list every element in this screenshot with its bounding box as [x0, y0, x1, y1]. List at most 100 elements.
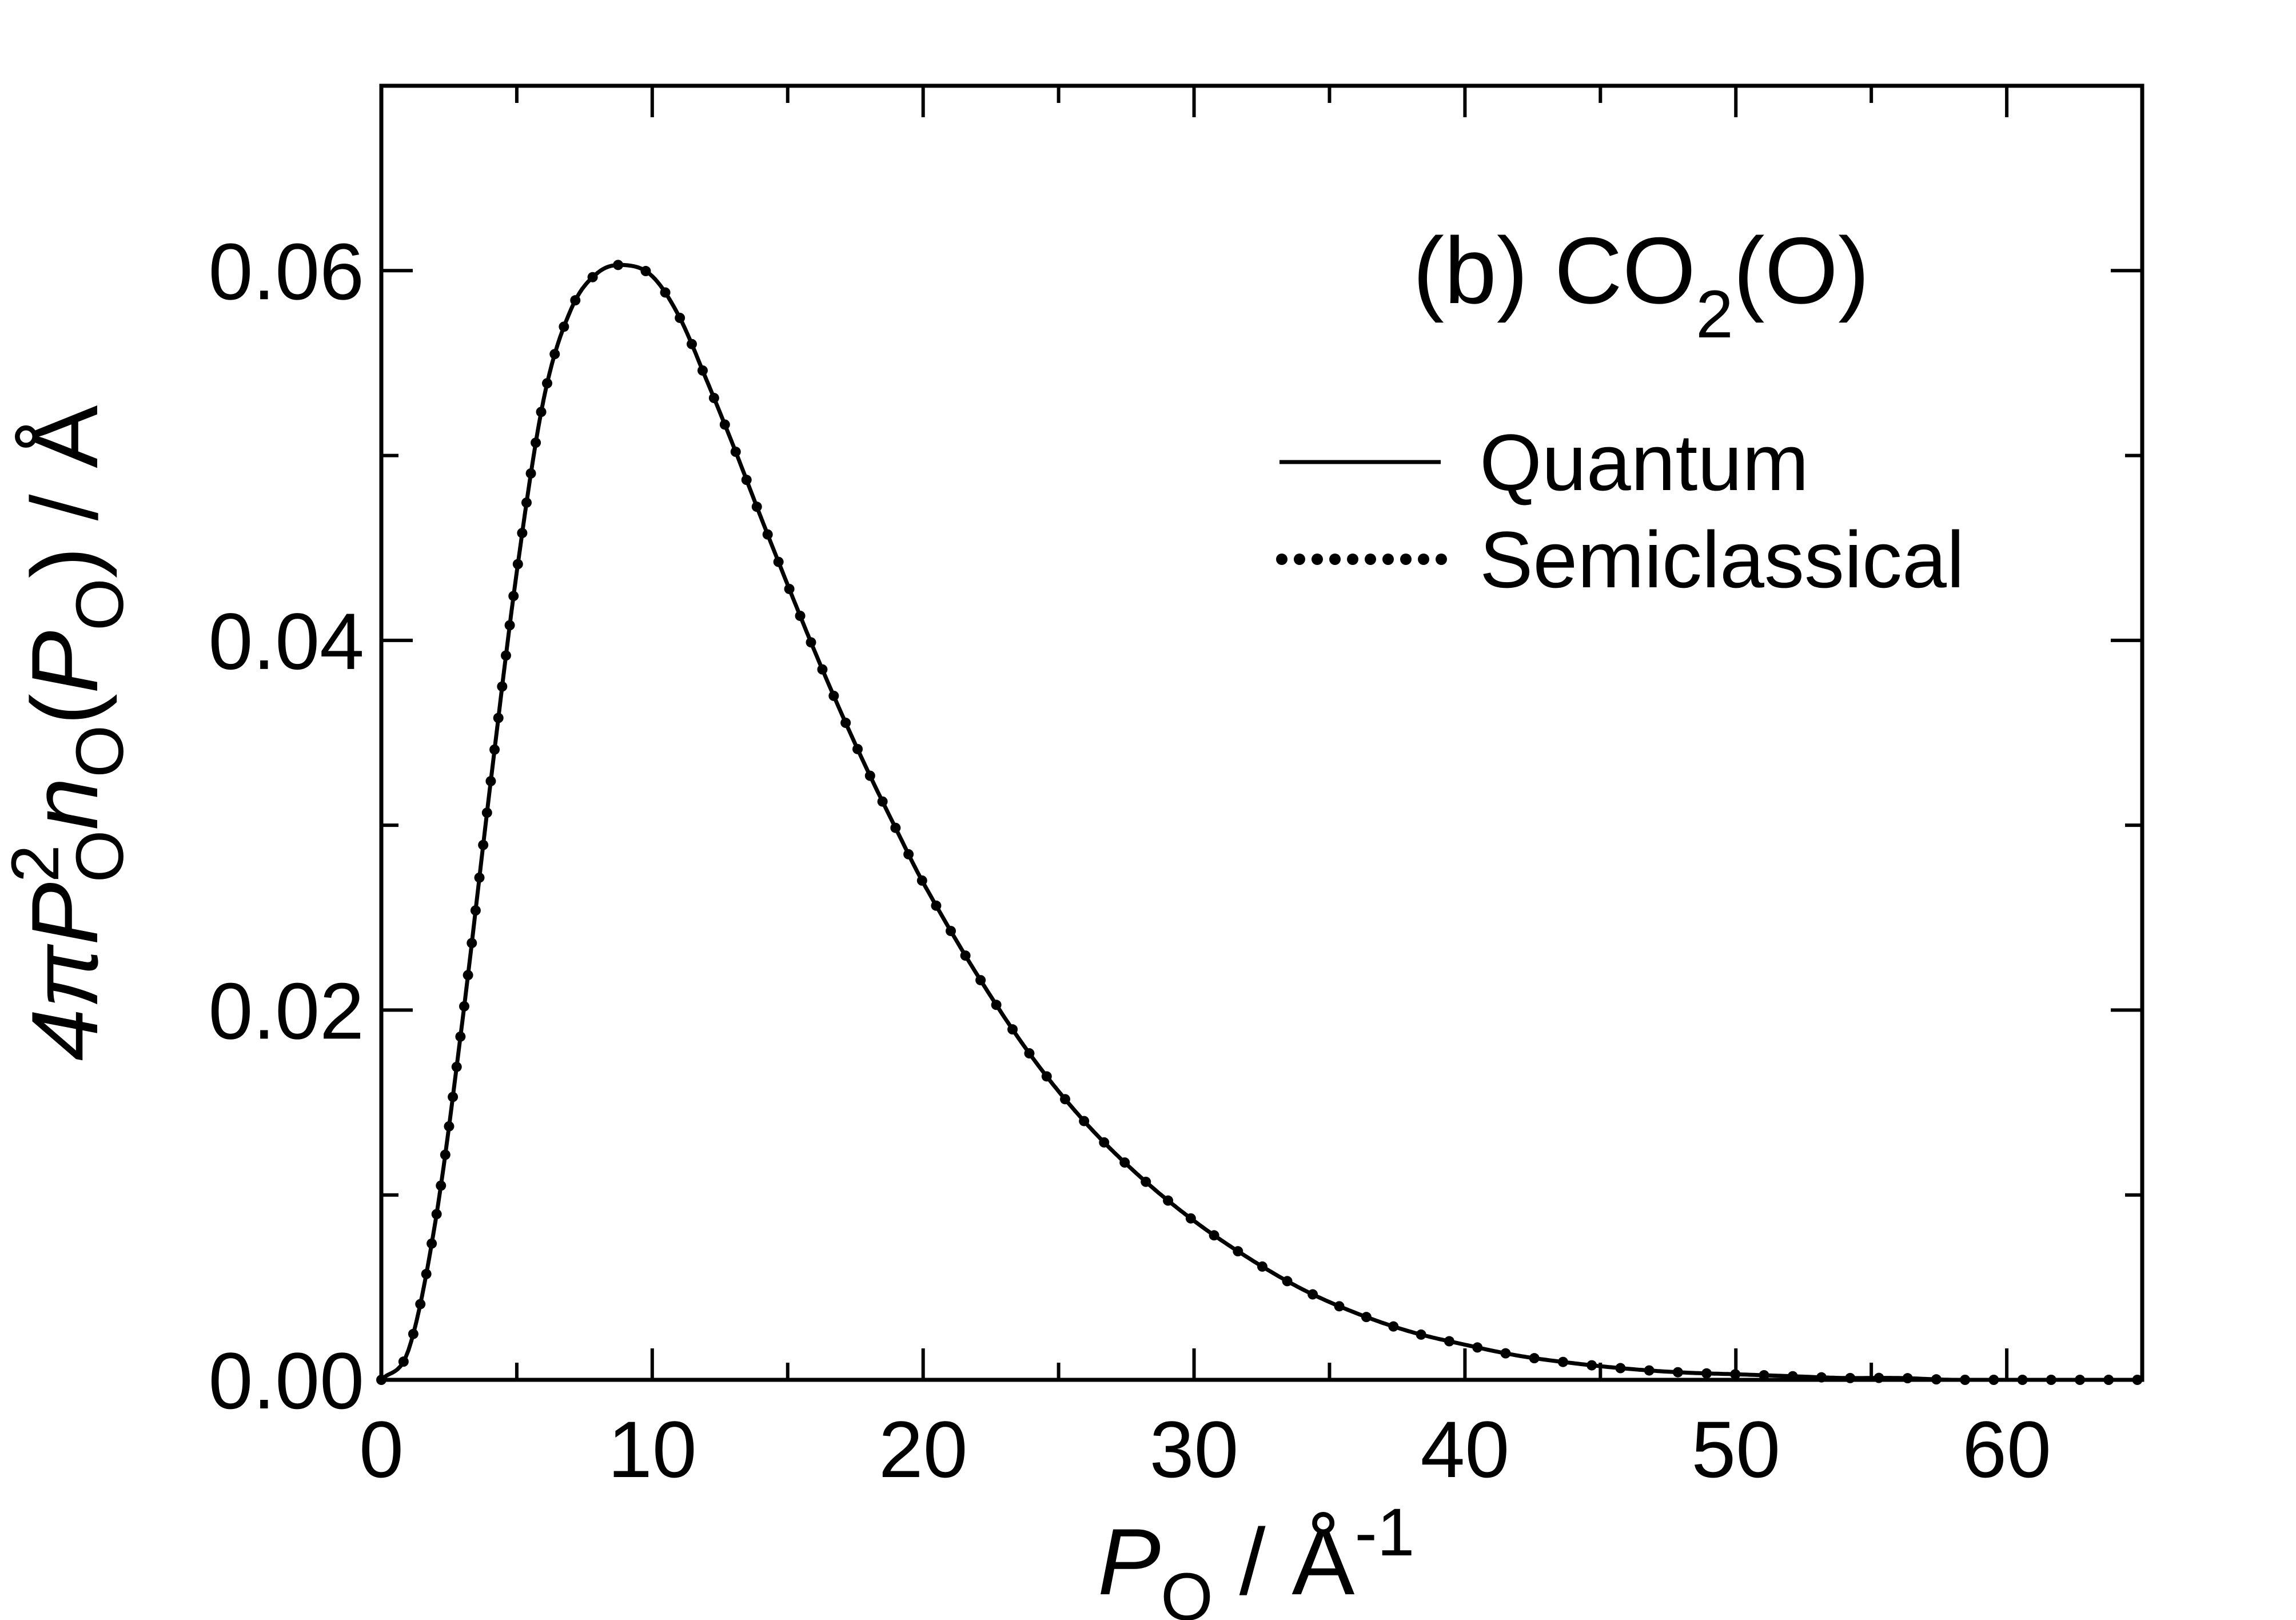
semiclassical-point	[478, 839, 489, 850]
legend-label-semiclassical: Semiclassical	[1480, 515, 1964, 604]
semiclassical-point	[931, 900, 942, 911]
semiclassical-point	[640, 266, 651, 277]
x-tick-label: 60	[1962, 1404, 2051, 1494]
semiclassical-point	[719, 419, 730, 430]
semiclassical-point	[975, 975, 986, 986]
x-axis-title: PO / Å-1	[1098, 1495, 1414, 1620]
semiclassical-point	[1257, 1261, 1267, 1272]
semiclassical-point	[1163, 1195, 1174, 1206]
semiclassical-point	[525, 468, 536, 479]
semiclassical-point	[687, 339, 697, 349]
semiclassical-point	[1024, 1048, 1035, 1059]
semiclassical-point	[697, 365, 708, 376]
semiclassical-point	[1233, 1246, 1243, 1257]
semiclassical-point	[660, 287, 671, 298]
axis-tick-labels: 0 10 20 30 40 50 60 0.00 0.02 0.04 0.06	[209, 226, 2051, 1494]
x-tick-label: 30	[1150, 1404, 1239, 1494]
semiclassical-point	[398, 1356, 409, 1367]
x-tick-label: 10	[608, 1404, 697, 1494]
semiclassical-point	[1079, 1116, 1090, 1127]
semiclassical-point	[426, 1238, 437, 1249]
semiclassical-point	[436, 1180, 447, 1191]
semiclassical-point	[517, 528, 528, 539]
semiclassical-point	[903, 849, 914, 859]
semiclassical-point	[485, 776, 496, 787]
semiclassical-point	[431, 1209, 442, 1220]
semiclassical-point	[1500, 1348, 1511, 1359]
semiclassical-point	[1308, 1289, 1318, 1300]
semiclassical-point	[1587, 1360, 1597, 1371]
semiclassical-point	[1644, 1365, 1655, 1376]
legend-label-quantum: Quantum	[1480, 417, 1809, 507]
semiclassical-point	[675, 312, 685, 323]
semiclassical-point	[521, 497, 532, 508]
semiclassical-point	[559, 321, 569, 332]
semiclassical-point	[1759, 1370, 1769, 1380]
semiclassical-point	[570, 295, 581, 306]
semiclassical-point	[1388, 1321, 1399, 1332]
x-tick-label: 50	[1691, 1404, 1780, 1494]
semiclassical-point	[1119, 1157, 1130, 1168]
semiclassical-point	[459, 1001, 469, 1012]
semiclassical-point	[1444, 1336, 1454, 1347]
y-tick-label: 0.06	[209, 226, 364, 316]
semiclassical-point	[762, 529, 773, 540]
semiclassical-point	[497, 681, 508, 692]
y-tick-label: 0.00	[209, 1336, 364, 1426]
semiclassical-point	[408, 1328, 418, 1339]
semiclassical-point	[864, 770, 875, 781]
semiclassical-point	[1185, 1213, 1196, 1224]
legend-dot	[1365, 554, 1376, 565]
semiclassical-point	[489, 744, 500, 755]
semiclassical-point	[549, 349, 560, 360]
semiclassical-point	[1730, 1369, 1741, 1380]
x-tick-label: 40	[1421, 1404, 1510, 1494]
semiclassical-point	[1701, 1368, 1712, 1379]
semiclassical-point	[541, 378, 552, 389]
semiclassical-point	[481, 807, 492, 818]
semiclassical-point	[448, 1092, 459, 1102]
semiclassical-point	[741, 475, 752, 485]
semiclassical-point	[536, 407, 547, 417]
semiclassical-point	[852, 743, 863, 754]
semiclassical-point	[474, 872, 485, 883]
semiclassical-point	[1472, 1342, 1483, 1353]
semiclassical-point	[587, 272, 598, 282]
semiclassical-point	[1361, 1312, 1372, 1323]
semiclassical-point	[470, 905, 481, 916]
legend-dot	[1294, 554, 1305, 565]
semiclassical-point	[508, 591, 519, 602]
semiclassical-point	[500, 650, 511, 661]
legend-dot	[1400, 554, 1412, 565]
legend-dot	[1347, 554, 1358, 565]
semiclassical-point	[751, 501, 762, 512]
semiclassical-point	[1334, 1301, 1345, 1312]
semiclassical-point	[440, 1149, 451, 1160]
semiclassical-point	[806, 637, 816, 648]
semiclassical-point	[795, 610, 806, 621]
semiclassical-point	[1209, 1230, 1219, 1241]
semiclassical-point	[415, 1299, 426, 1309]
semiclassical-point	[463, 970, 473, 981]
semiclassical-point	[960, 950, 971, 961]
semiclassical-point	[1099, 1137, 1110, 1148]
x-tick-label: 0	[359, 1404, 404, 1494]
semiclassical-point	[531, 437, 541, 448]
semiclassical-point	[444, 1121, 455, 1132]
semiclassical-point	[451, 1061, 462, 1072]
semiclassical-point	[613, 260, 624, 270]
y-axis-title: 4πP2OnO(PO) / Å	[0, 405, 138, 1061]
semiclassical-point	[512, 559, 523, 570]
panel-label-tail: (O)	[1733, 218, 1870, 323]
panel-label-subscript: 2	[1696, 277, 1733, 352]
semiclassical-point	[828, 690, 839, 701]
plot-frame	[379, 83, 2144, 1382]
legend-dot	[1382, 554, 1394, 565]
semiclassical-point	[991, 1000, 1002, 1010]
semiclassical-point	[784, 583, 795, 594]
axis-ticks	[380, 84, 2144, 1382]
semiclassical-point	[1141, 1176, 1151, 1187]
x-tick-label: 20	[879, 1404, 968, 1494]
y-tick-label: 0.04	[209, 596, 364, 686]
